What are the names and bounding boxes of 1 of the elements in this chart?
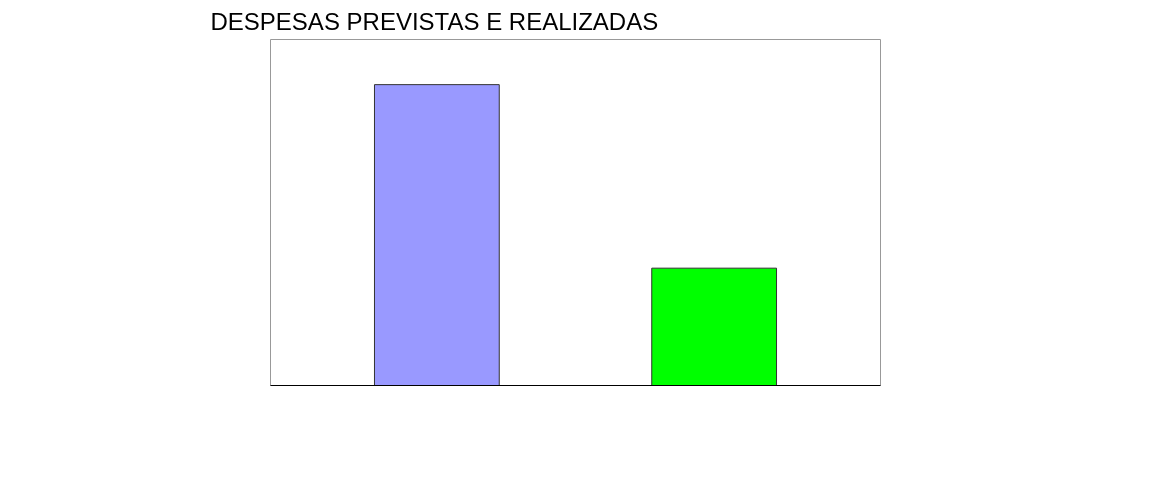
chart-title: DESPESAS PREVISTAS E REALIZADAS [210, 7, 659, 35]
